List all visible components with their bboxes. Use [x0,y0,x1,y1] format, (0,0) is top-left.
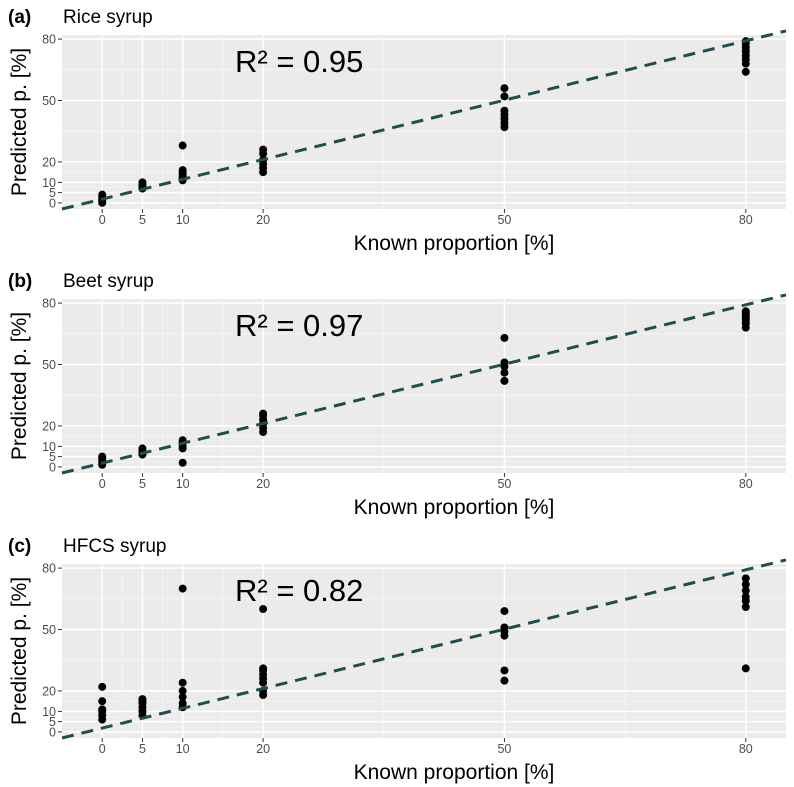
x-tick-label: 5 [139,213,146,227]
y-tick-label: 50 [42,358,56,372]
y-tick-label: 80 [42,297,56,311]
y-tick-label: 5 [49,450,56,464]
x-tick-label: 50 [497,213,511,227]
y-tick-label: 10 [42,440,56,454]
data-point [500,368,509,377]
data-point [741,586,750,595]
data-point [741,67,750,76]
data-point [500,84,509,93]
data-point [178,686,187,695]
data-point [259,664,268,673]
panel-label: (c) [8,536,31,557]
fit-line [61,558,787,740]
data-point [741,592,750,601]
data-point [138,695,147,704]
y-axis-title: Predicted p. [%] [8,312,31,460]
x-tick-label: 5 [139,477,146,491]
data-point [178,141,187,150]
fit-line [61,29,787,211]
x-tick-label: 5 [139,742,146,756]
data-point [178,166,187,175]
panel-title: Rice syrup [63,7,153,28]
data-point [98,697,107,706]
data-point [741,574,750,583]
y-tick-label: 80 [42,562,56,576]
panel-title: HFCS syrup [63,536,166,557]
x-axis-title: Known proportion [%] [354,496,555,519]
y-tick-label: 0 [49,460,56,474]
data-point [500,92,509,101]
data-point [138,178,147,187]
x-axis-title: Known proportion [%] [354,232,555,255]
x-tick-label: 0 [99,742,106,756]
data-point [259,409,268,418]
y-tick-label: 20 [42,419,56,433]
data-point [500,358,509,367]
y-tick-label: 50 [42,623,56,637]
data-point [178,678,187,687]
y-axis-title: Predicted p. [%] [8,577,31,725]
data-point [98,705,107,714]
panel-label: (b) [8,271,32,292]
y-tick-label: 80 [42,33,56,47]
data-point [500,676,509,685]
data-point [98,682,107,691]
x-tick-label: 20 [256,477,270,491]
x-tick-label: 10 [176,213,190,227]
y-tick-label: 0 [49,725,56,739]
y-tick-label: 5 [49,186,56,200]
data-point [98,452,107,461]
data-point [741,602,750,611]
y-tick-label: 0 [49,196,56,210]
y-tick-label: 20 [42,684,56,698]
y-tick-label: 50 [42,94,56,108]
x-tick-label: 80 [739,742,753,756]
data-point [178,693,187,702]
fit-line [61,293,787,475]
data-point [500,106,509,115]
x-tick-label: 80 [739,477,753,491]
data-point [259,605,268,614]
x-tick-label: 10 [176,742,190,756]
panel-label: (a) [8,7,31,28]
r-squared-annotation: R² = 0.82 [235,573,363,608]
x-tick-label: 20 [256,213,270,227]
r-squared-annotation: R² = 0.95 [235,44,363,79]
data-point [500,666,509,675]
data-point [741,307,750,316]
data-point [178,584,187,593]
y-tick-label: 10 [42,176,56,190]
panel-title: Beet syrup [63,271,154,292]
data-point [500,333,509,342]
y-tick-label: 5 [49,715,56,729]
r-squared-annotation: R² = 0.97 [235,308,363,343]
x-axis-title: Known proportion [%] [354,761,555,784]
data-point [741,664,750,673]
data-point [98,190,107,199]
y-axis-title: Predicted p. [%] [8,48,31,196]
data-point [138,444,147,453]
x-tick-label: 20 [256,742,270,756]
data-point [500,623,509,632]
data-point [178,458,187,467]
x-tick-label: 50 [497,742,511,756]
data-point [741,580,750,589]
data-point [500,607,509,616]
x-tick-label: 0 [99,213,106,227]
x-tick-label: 10 [176,477,190,491]
x-tick-label: 50 [497,477,511,491]
data-point [500,376,509,385]
data-point [178,699,187,708]
x-tick-label: 0 [99,477,106,491]
x-tick-label: 80 [739,213,753,227]
data-point [259,145,268,154]
y-tick-label: 10 [42,705,56,719]
y-tick-label: 20 [42,155,56,169]
